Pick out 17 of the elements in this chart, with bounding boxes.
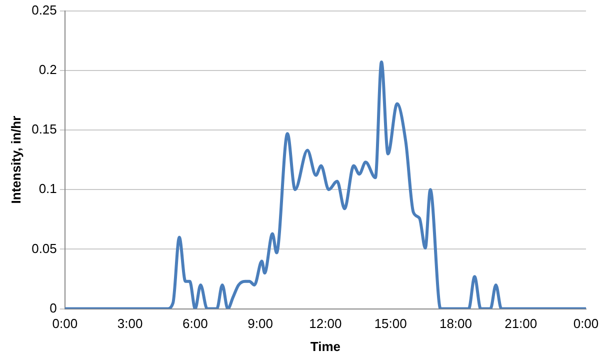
y-tick-label: 0 [50,300,57,316]
x-tick-label: 3:00 [117,316,143,332]
x-tick-label: 0:00 [52,316,78,332]
y-tick-label: 0.15 [32,122,57,137]
y-tick-label: 0.25 [32,2,57,18]
x-tick-label: 21:00 [504,316,538,332]
x-tick-label: 18:00 [439,316,472,332]
y-axis-title: Intensity, in/hr [8,116,24,204]
x-tick-label: 0:00 [573,316,599,332]
y-tick-label: 0.05 [32,240,57,256]
y-tick-label: 0.1 [38,181,57,196]
y-tick-label: 0.2 [38,62,57,77]
x-tick-label: 9:00 [248,316,273,332]
x-tick-label: 12:00 [309,316,342,332]
x-tick-label: 6:00 [182,316,208,332]
x-tick-label: 15:00 [374,316,407,332]
x-axis-title: Time [310,338,341,354]
